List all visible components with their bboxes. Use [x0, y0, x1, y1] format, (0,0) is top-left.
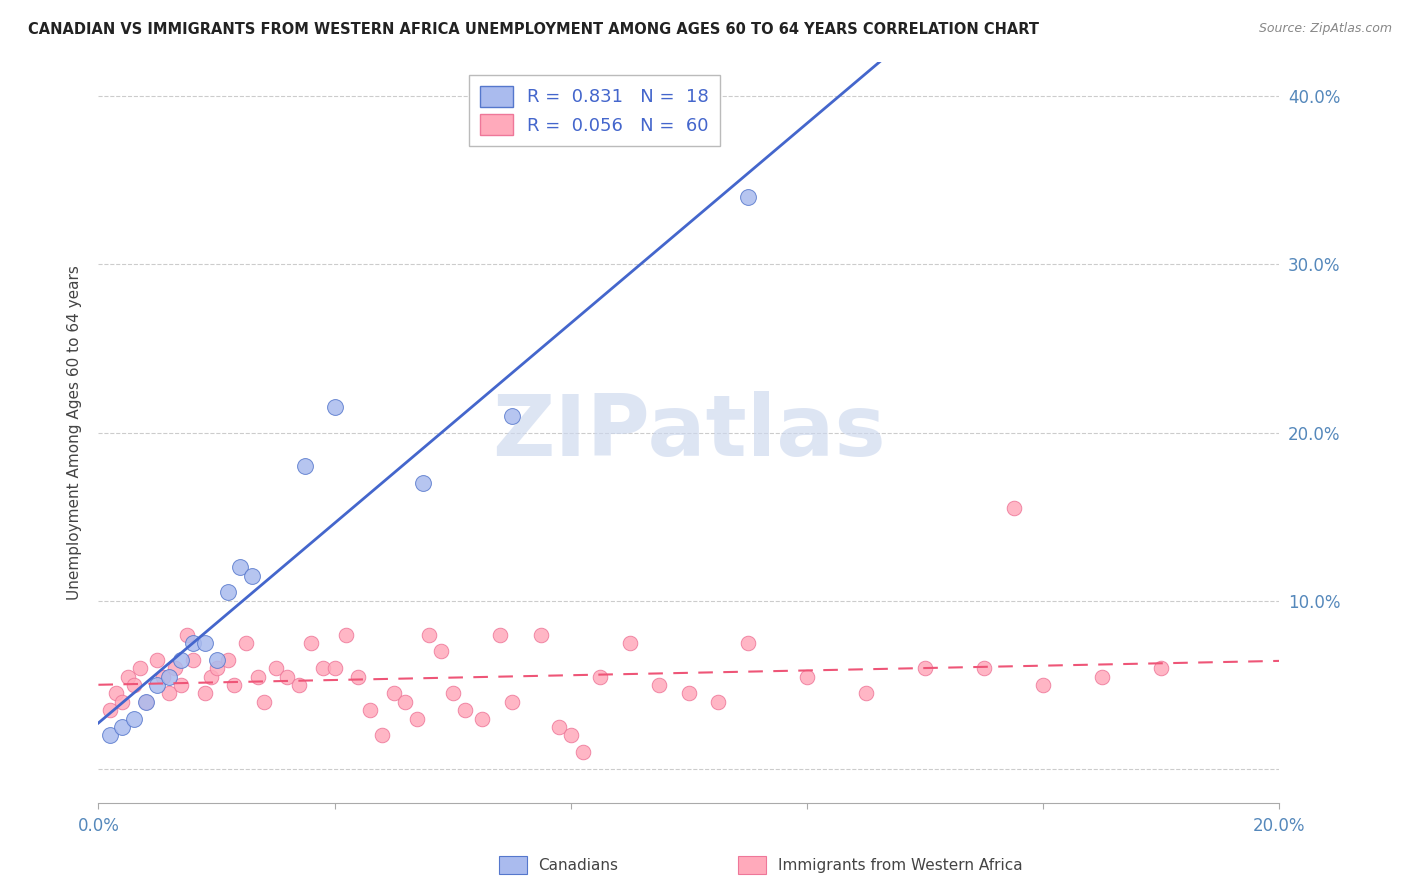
Point	[648, 678, 671, 692]
Point	[371, 729, 394, 743]
Point	[235, 636, 257, 650]
Point	[382, 686, 405, 700]
Point	[176, 627, 198, 641]
Point	[105, 686, 128, 700]
Point	[418, 627, 440, 641]
Point	[205, 653, 228, 667]
Point	[501, 695, 523, 709]
Point	[299, 636, 322, 650]
Point	[128, 661, 150, 675]
Text: Canadians: Canadians	[538, 858, 619, 872]
Point	[412, 476, 434, 491]
Point	[205, 661, 228, 675]
Point	[246, 670, 269, 684]
Point	[194, 636, 217, 650]
Y-axis label: Unemployment Among Ages 60 to 64 years: Unemployment Among Ages 60 to 64 years	[67, 265, 83, 600]
Point	[678, 686, 700, 700]
Legend: R =  0.831   N =  18, R =  0.056   N =  60: R = 0.831 N = 18, R = 0.056 N = 60	[470, 75, 720, 145]
Point	[489, 627, 512, 641]
Point	[1091, 670, 1114, 684]
Point	[181, 653, 204, 667]
Point	[135, 695, 157, 709]
Point	[737, 636, 759, 650]
Point	[146, 653, 169, 667]
Point	[1002, 501, 1025, 516]
Point	[406, 712, 429, 726]
Point	[157, 686, 180, 700]
Point	[253, 695, 276, 709]
Point	[98, 703, 121, 717]
Point	[1150, 661, 1173, 675]
Point	[146, 678, 169, 692]
Point	[973, 661, 995, 675]
Point	[548, 720, 571, 734]
Point	[294, 459, 316, 474]
Point	[335, 627, 357, 641]
Point	[347, 670, 370, 684]
Point	[217, 653, 239, 667]
Point	[224, 678, 246, 692]
Point	[240, 568, 263, 582]
Point	[276, 670, 298, 684]
Point	[157, 670, 180, 684]
Point	[441, 686, 464, 700]
Point	[122, 678, 145, 692]
Point	[264, 661, 287, 675]
Point	[737, 190, 759, 204]
Point	[323, 401, 346, 415]
Point	[619, 636, 641, 650]
Point	[111, 695, 134, 709]
Point	[194, 686, 217, 700]
Point	[152, 670, 174, 684]
Point	[117, 670, 139, 684]
Point	[98, 729, 121, 743]
Point	[501, 409, 523, 423]
Point	[165, 661, 187, 675]
Point	[471, 712, 494, 726]
Point	[589, 670, 612, 684]
Point	[170, 653, 193, 667]
Point	[453, 703, 475, 717]
Point	[394, 695, 416, 709]
Text: Source: ZipAtlas.com: Source: ZipAtlas.com	[1258, 22, 1392, 36]
Point	[122, 712, 145, 726]
Point	[1032, 678, 1054, 692]
Text: CANADIAN VS IMMIGRANTS FROM WESTERN AFRICA UNEMPLOYMENT AMONG AGES 60 TO 64 YEAR: CANADIAN VS IMMIGRANTS FROM WESTERN AFRI…	[28, 22, 1039, 37]
Point	[312, 661, 335, 675]
Point	[914, 661, 936, 675]
Point	[530, 627, 553, 641]
Text: Immigrants from Western Africa: Immigrants from Western Africa	[778, 858, 1022, 872]
Point	[200, 670, 222, 684]
Point	[181, 636, 204, 650]
Point	[359, 703, 381, 717]
Point	[135, 695, 157, 709]
Point	[323, 661, 346, 675]
Point	[170, 678, 193, 692]
Text: ZIPatlas: ZIPatlas	[492, 391, 886, 475]
Point	[430, 644, 453, 658]
Point	[707, 695, 730, 709]
Point	[560, 729, 582, 743]
Point	[796, 670, 818, 684]
Point	[288, 678, 311, 692]
Point	[229, 560, 252, 574]
Point	[217, 585, 239, 599]
Point	[855, 686, 877, 700]
Point	[111, 720, 134, 734]
Point	[571, 745, 593, 759]
